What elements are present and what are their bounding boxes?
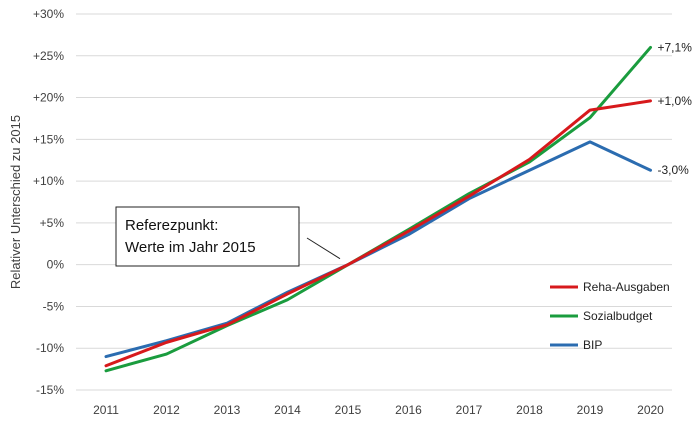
y-axis-label: Relativer Unterschied zu 2015 — [8, 115, 23, 289]
reference-callout: Referezpunkt: Werte im Jahr 2015 — [115, 206, 341, 267]
y-tick-label: 0% — [47, 258, 65, 272]
y-tick-label: +30% — [33, 7, 64, 21]
series-lines — [104, 45, 652, 373]
end-label: +7,1% — [658, 40, 693, 54]
y-tick-label: +10% — [33, 174, 64, 188]
callout-text-line2: Werte im Jahr 2015 — [125, 239, 256, 256]
series-line-reha-ausgaben — [104, 99, 652, 368]
grid-lines — [76, 13, 672, 391]
x-tick-label: 2015 — [335, 403, 362, 417]
x-tick-labels: 2011 2012 2013 2014 2015 2016 2017 2018 2019 2020 — [93, 403, 664, 417]
y-tick-label: +20% — [33, 91, 64, 105]
y-tick-label: -5% — [43, 299, 65, 313]
y-tick-label: +25% — [33, 49, 64, 63]
legend-label: BIP — [583, 338, 602, 352]
x-tick-label: 2014 — [274, 403, 301, 417]
callout-box — [115, 206, 300, 267]
x-tick-label: 2013 — [214, 403, 241, 417]
end-label: -3,0% — [658, 163, 690, 177]
legend-label: Sozialbudget — [583, 309, 653, 323]
end-label: +1,0% — [658, 94, 693, 108]
x-tick-label: 2011 — [93, 403, 119, 417]
legend: Reha-Ausgaben Sozialbudget BIP — [550, 280, 670, 352]
end-labels: +1,0% +7,1% -3,0% — [658, 40, 693, 177]
x-tick-label: 2018 — [516, 403, 543, 417]
x-tick-label: 2020 — [637, 403, 664, 417]
y-tick-label: -10% — [36, 341, 64, 355]
y-tick-label: +5% — [40, 216, 65, 230]
y-tick-label: +15% — [33, 132, 64, 146]
callout-text-line1: Referezpunkt: — [125, 217, 218, 234]
x-tick-label: 2019 — [577, 403, 604, 417]
x-tick-label: 2012 — [153, 403, 180, 417]
legend-label: Reha-Ausgaben — [583, 280, 670, 294]
x-tick-label: 2017 — [456, 403, 483, 417]
y-tick-labels: +30% +25% +20% +15% +10% +5% 0% -5% -10% -15% — [33, 7, 64, 397]
x-tick-label: 2016 — [395, 403, 422, 417]
y-tick-label: -15% — [36, 383, 64, 397]
callout-leader-line — [306, 237, 341, 260]
